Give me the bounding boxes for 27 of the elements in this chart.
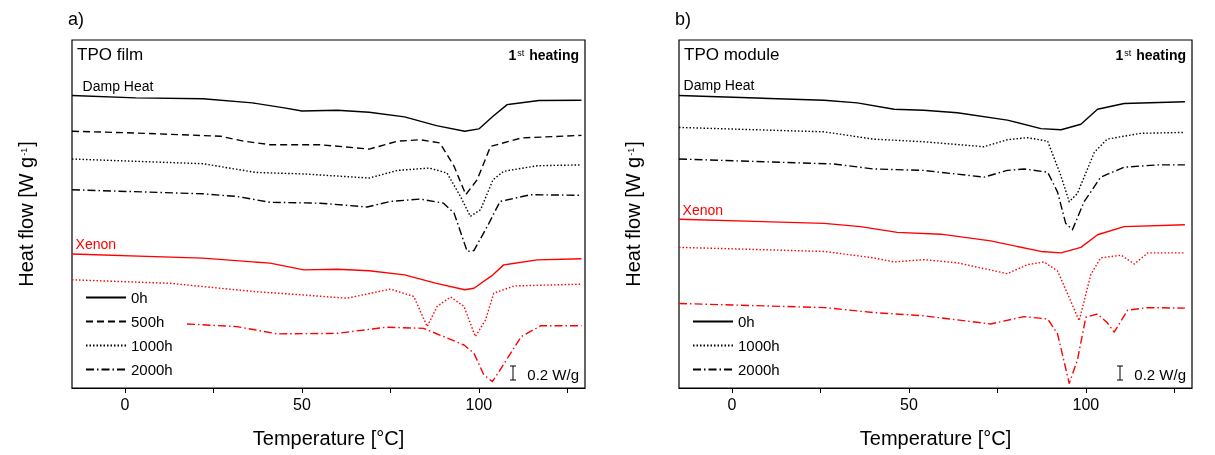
x-tick-label: 100 — [1072, 395, 1100, 413]
x-tick-label: 0 — [120, 395, 130, 413]
y-axis-title: Heat flow [W g-1] — [622, 141, 644, 287]
chart-subtitle: TPO module — [684, 45, 780, 64]
x-tick-label: 0 — [727, 395, 737, 413]
chart-title: a) — [68, 9, 85, 29]
legend-label: 2000h — [738, 361, 780, 378]
x-tick-label: 50 — [900, 395, 918, 413]
annotation: Xenon — [75, 235, 117, 252]
legend-label: 1000h — [131, 337, 173, 354]
annotation: Xenon — [682, 201, 724, 218]
legend-label: 1000h — [738, 337, 780, 354]
annotation: Damp Heat — [82, 77, 154, 94]
x-tick-label: 50 — [293, 395, 311, 413]
y-axis-title: Heat flow [W g-1] — [15, 141, 37, 287]
legend-label: 2000h — [131, 361, 173, 378]
legend-label: 500h — [131, 313, 165, 330]
legend-label: 0h — [131, 289, 148, 306]
x-tick-label: 100 — [465, 395, 493, 413]
legend-label: 0h — [738, 313, 755, 330]
chart-title: b) — [675, 9, 692, 29]
x-axis-title: Temperature [°C] — [859, 427, 1012, 449]
chart-subtitle: TPO film — [77, 45, 144, 64]
annotation: Damp Heat — [683, 77, 755, 94]
annotation: 0.2 W/g — [527, 366, 579, 383]
annotation: 0.2 W/g — [1134, 366, 1186, 383]
x-axis-title: Temperature [°C] — [252, 427, 405, 449]
